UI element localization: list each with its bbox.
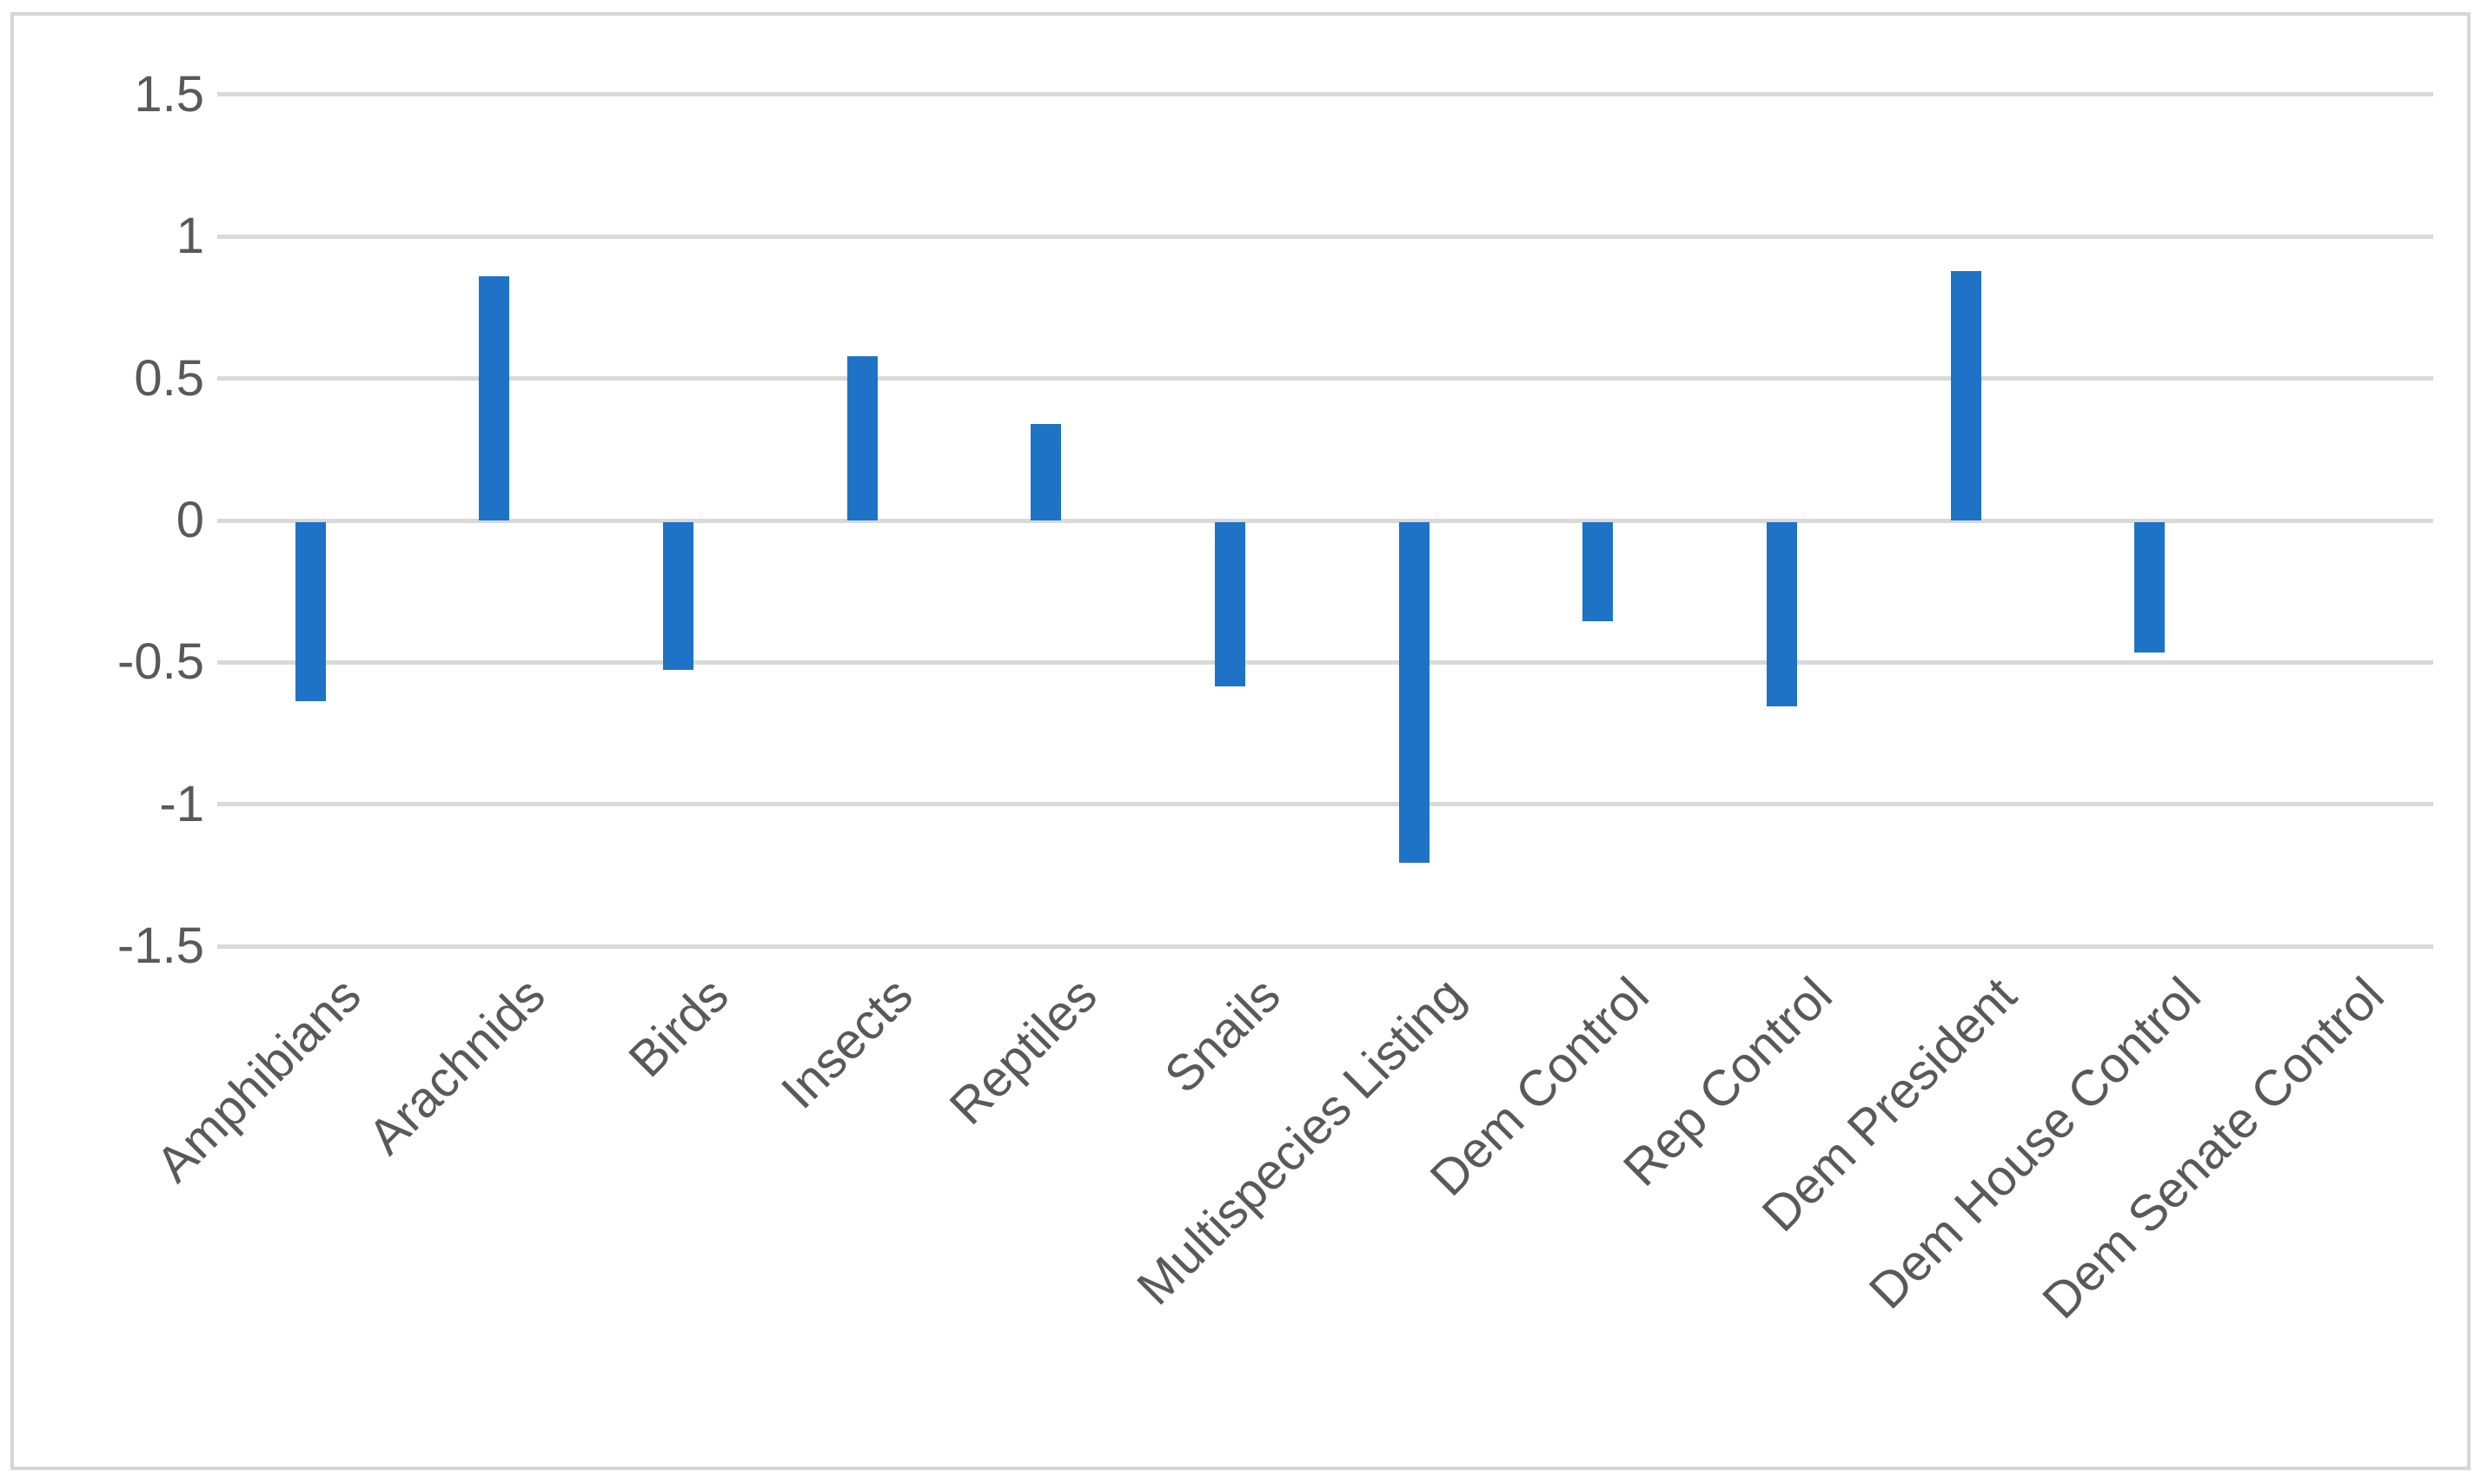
y-tick-label: -1 [159,775,204,832]
bar-multispecies-listing [1398,522,1430,864]
bar-insects [846,355,878,520]
chart-frame-border [10,12,2471,1470]
bar-arachnids [479,276,510,520]
y-tick-label: 1.5 [134,65,204,123]
bar-birds [662,522,693,670]
gridline [217,518,2433,523]
bar-dem-house-control [2134,522,2166,653]
y-tick-label: -1.5 [117,918,204,975]
gridline [217,944,2433,949]
y-tick-label: -0.5 [117,633,204,691]
bar-dem-president [1950,270,1981,520]
x-category-label: Snails [1154,966,1388,1104]
bar-rep-control [1766,522,1797,707]
gridline [217,659,2433,665]
gridline [217,234,2433,239]
gridline [217,92,2433,97]
y-tick-label: 0.5 [134,349,204,407]
bar-amphibians [295,522,326,701]
x-category-label: Birds [619,966,813,1088]
bar-dem-control [1582,522,1614,622]
y-tick-label: 0 [176,492,204,548]
gridline [217,802,2433,807]
bar-reptiles [1031,423,1062,520]
bar-snails [1214,522,1245,687]
gridline [217,376,2433,381]
x-category-label: Dem Senate Control [2032,966,2481,1330]
y-tick-label: 1 [176,208,204,265]
